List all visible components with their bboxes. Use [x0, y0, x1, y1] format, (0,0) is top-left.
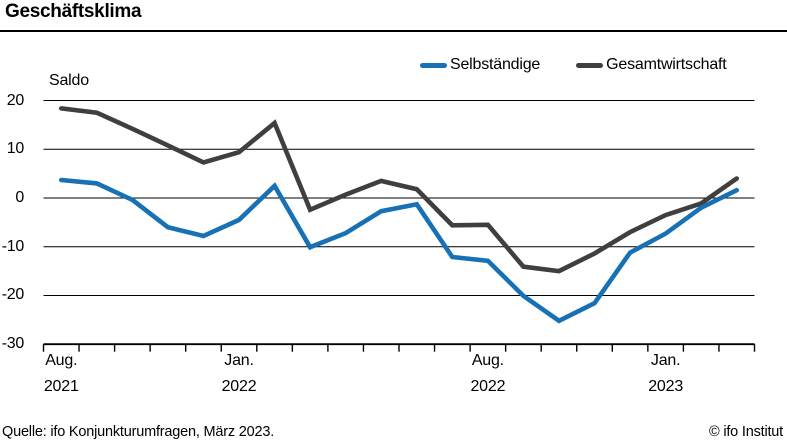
- x-tick-year: 2022: [470, 378, 506, 395]
- y-axis-unit-label: Saldo: [49, 72, 89, 89]
- x-tick-year: 2022: [221, 378, 257, 395]
- x-tick-month: Jan.: [650, 352, 681, 369]
- chart-legend: Selbständige Gesamtwirtschaft: [420, 54, 727, 76]
- y-tick-label--20: -20: [1, 286, 25, 304]
- x-tick-label-jan-2022: Jan. 2022: [203, 348, 275, 400]
- source-note: Quelle: ifo Konjunkturumfragen, März 202…: [2, 424, 275, 440]
- x-tick-year: 2021: [43, 378, 79, 395]
- copyright-note: © ifo Institut: [709, 424, 783, 440]
- x-tick-label-aug-2021: Aug. 2021: [25, 348, 97, 400]
- y-tick-label-0: 0: [15, 189, 24, 206]
- x-tick-label-jan-2023: Jan. 2023: [630, 348, 702, 400]
- legend-label-selbstaendige: Selbständige: [450, 56, 541, 73]
- legend-item-gesamtwirtschaft: Gesamtwirtschaft: [576, 56, 727, 74]
- gesamtwirtschaft-line-swatch-icon: [576, 62, 604, 68]
- title-divider: [0, 30, 787, 32]
- page-title: Geschäftsklima: [5, 1, 142, 22]
- y-tick-label--30: -30: [1, 335, 25, 353]
- x-tick-label-aug-2022: Aug. 2022: [452, 348, 524, 400]
- x-tick-month: Aug.: [471, 352, 504, 369]
- series-line-selbständige: [58, 177, 740, 324]
- legend-item-selbstaendige: Selbständige: [420, 56, 540, 74]
- y-tick-label-10: 10: [6, 140, 25, 158]
- y-tick-label--10: -10: [1, 237, 25, 255]
- legend-label-gesamtwirtschaft: Gesamtwirtschaft: [606, 56, 727, 73]
- series-line-gesamtwirtschaft: [58, 106, 740, 274]
- selbstaendige-line-swatch-icon: [420, 62, 447, 68]
- y-tick-label-20: 20: [6, 91, 25, 109]
- x-tick-year: 2023: [648, 378, 684, 395]
- x-tick-month: Jan.: [224, 352, 254, 369]
- x-tick-month: Aug.: [45, 352, 78, 369]
